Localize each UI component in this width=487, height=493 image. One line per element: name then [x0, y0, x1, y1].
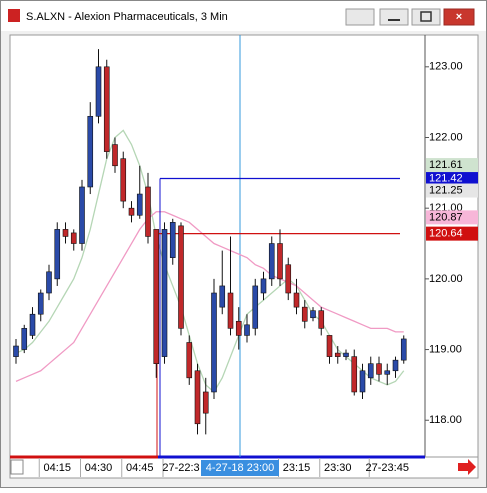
candle-body: [219, 285, 226, 308]
candle-body: [153, 229, 160, 364]
level-label: 121.42: [429, 172, 463, 184]
candle-body: [310, 310, 316, 319]
link-button[interactable]: [345, 8, 375, 26]
maximize-button[interactable]: [411, 8, 441, 26]
candle-body: [186, 342, 193, 379]
candle-body: [21, 328, 28, 350]
price-marker-label: 121.25: [429, 184, 463, 196]
moving-average: [15, 129, 405, 393]
candle-body: [136, 193, 143, 216]
candle-body: [367, 363, 374, 379]
price-marker-label: 120.87: [429, 211, 463, 223]
candle-body: [227, 292, 234, 329]
close-icon: ×: [456, 11, 462, 23]
y-tick-label: 120.00: [429, 273, 463, 285]
x-tick-label: 27-23:45: [366, 462, 409, 474]
candle-body: [301, 306, 308, 322]
moving-average: [15, 211, 404, 382]
candle-body: [70, 232, 77, 244]
x-tick-label: 04:15: [43, 462, 71, 474]
y-tick-label: 123.00: [429, 61, 463, 73]
y-tick-label: 118.00: [429, 414, 462, 426]
candle-body: [103, 66, 110, 152]
app-icon: [8, 9, 20, 22]
candle-body: [392, 359, 399, 372]
candle-body: [293, 292, 300, 308]
candle-body: [37, 292, 44, 315]
candle-body: [376, 363, 382, 375]
candle-body: [95, 66, 102, 117]
candle-body: [211, 292, 217, 393]
y-tick-label: 119.00: [429, 343, 462, 355]
candle-body: [326, 335, 333, 357]
candle-body: [161, 229, 168, 357]
candle-body: [13, 345, 19, 357]
candle-body: [268, 243, 275, 280]
x-tick-label: 04:30: [85, 462, 113, 474]
candle-body: [120, 158, 127, 202]
window-title: S.ALXN - Alexion Pharmaceuticals, 3 Min: [26, 11, 228, 23]
level-label-box: [426, 171, 478, 186]
candle-body: [87, 115, 94, 188]
candle-body: [54, 229, 61, 280]
y-tick-label: 122.00: [429, 131, 463, 143]
crosshair-label-box: [201, 460, 279, 476]
candle-body: [46, 271, 52, 294]
x-tick-label: 23:15: [283, 462, 311, 474]
scroll-arrow[interactable]: [458, 459, 476, 475]
crosshair-label: 4-27-18 23:00: [206, 462, 275, 474]
candle-body: [169, 222, 176, 258]
candle-body: [128, 207, 135, 216]
candle-body: [29, 313, 36, 336]
candle-body: [244, 324, 250, 336]
x-tick-label: 04:45: [126, 462, 154, 474]
x-tick-label: 27-22:3: [162, 462, 199, 474]
price-marker-label: 121.61: [429, 159, 463, 171]
candle-body: [277, 243, 283, 280]
price-marker-box: [426, 210, 478, 225]
candle-body: [252, 285, 259, 329]
corner-box[interactable]: [10, 459, 24, 475]
level-label-box: [426, 226, 478, 241]
candle-body: [79, 186, 85, 244]
candle-body: [318, 310, 325, 329]
level-label: 120.64: [429, 228, 463, 240]
candle-body: [400, 338, 407, 361]
candle-body: [384, 370, 391, 375]
candle-body: [351, 356, 358, 393]
x-tick-label: 23:30: [324, 462, 352, 474]
candle-body: [334, 352, 341, 357]
plot-area: [9, 34, 479, 458]
maximize-icon: [420, 11, 432, 22]
candle-body: [285, 264, 292, 294]
price-marker-box: [426, 183, 478, 198]
minimize-button[interactable]: [379, 8, 409, 26]
candle-body: [112, 144, 118, 167]
candle-body: [343, 352, 349, 357]
candle-body: [260, 278, 267, 294]
candle-body: [178, 225, 184, 329]
price-marker-box: [426, 158, 478, 173]
candle-body: [145, 186, 151, 237]
candle-body: [359, 370, 366, 393]
candle-body: [194, 370, 201, 425]
candle-body: [202, 391, 209, 414]
candle-body: [235, 320, 242, 336]
close-button[interactable]: [443, 8, 475, 26]
candle-body: [62, 229, 69, 237]
